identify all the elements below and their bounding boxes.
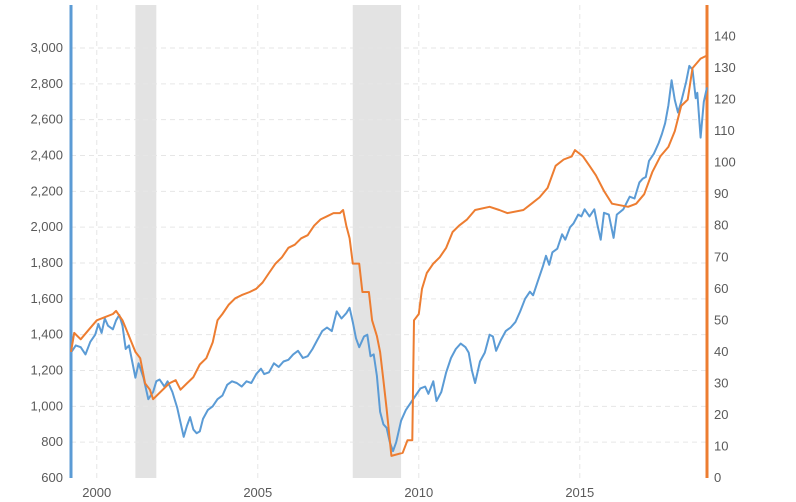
x-tick-label: 2015 — [565, 485, 594, 500]
left-tick-label: 1,000 — [30, 398, 63, 413]
gridlines — [71, 5, 707, 478]
right-tick-label: 90 — [714, 186, 728, 201]
right-tick-label: 130 — [714, 60, 736, 75]
right-tick-label: 60 — [714, 281, 728, 296]
series-line-right — [70, 54, 708, 457]
right-tick-label: 70 — [714, 249, 728, 264]
right-tick-label: 110 — [714, 123, 735, 138]
left-tick-label: 2,200 — [30, 183, 63, 198]
left-y-axis: 600 800 1,000 1,200 1,400 1,600 1,800 2,000 2,20… — [30, 5, 73, 485]
right-tick-label: 40 — [714, 344, 728, 359]
left-tick-label: 2,000 — [30, 219, 63, 234]
right-tick-label: 0 — [714, 470, 721, 485]
right-tick-label: 140 — [714, 29, 736, 44]
recession-bands — [135, 5, 402, 478]
left-tick-label: 2,600 — [30, 112, 63, 127]
right-tick-label: 30 — [714, 375, 728, 390]
left-tick-label: 800 — [41, 434, 63, 449]
recession-band-0 — [135, 5, 157, 478]
x-axis: 2000 2005 2010 2015 — [82, 485, 594, 500]
left-tick-label: 1,800 — [30, 255, 63, 270]
right-tick-label: 100 — [714, 155, 736, 170]
recession-band-1 — [352, 5, 402, 478]
left-tick-label: 1,400 — [30, 327, 63, 342]
left-tick-label: 2,400 — [30, 148, 63, 163]
x-tick-label: 2000 — [82, 485, 111, 500]
series-group — [70, 54, 708, 457]
right-tick-label: 20 — [714, 407, 728, 422]
right-tick-label: 80 — [714, 218, 728, 233]
right-tick-label: 120 — [714, 92, 736, 107]
right-tick-label: 50 — [714, 312, 728, 327]
right-y-axis: 0 10 20 30 40 50 60 70 80 90 100 110 120 130 140 — [705, 5, 736, 485]
left-tick-label: 1,600 — [30, 291, 63, 306]
left-tick-label: 2,800 — [30, 76, 63, 91]
left-tick-label: 1,200 — [30, 363, 63, 378]
right-tick-label: 10 — [714, 438, 728, 453]
x-tick-label: 2010 — [404, 485, 433, 500]
left-tick-label: 3,000 — [30, 40, 63, 55]
x-tick-label: 2005 — [243, 485, 272, 500]
left-tick-label: 600 — [41, 470, 63, 485]
